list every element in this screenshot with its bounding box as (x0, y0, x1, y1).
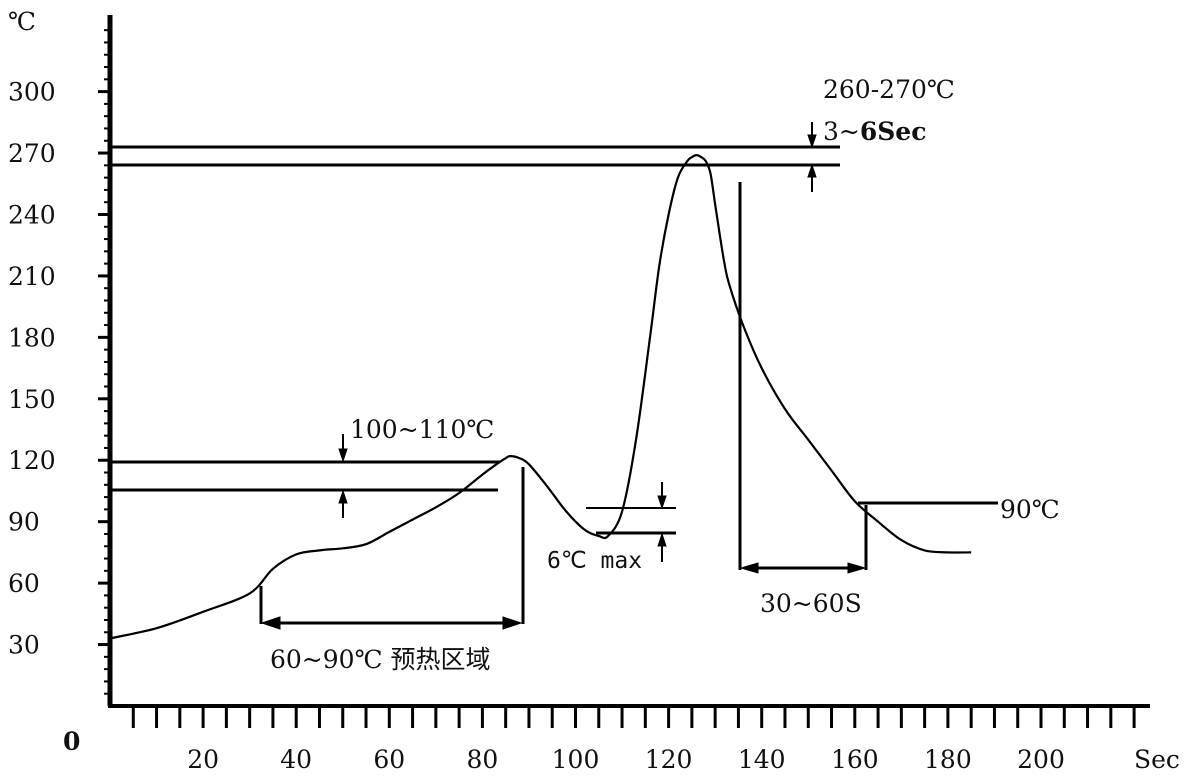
dimension-arrows (260, 122, 867, 630)
x-tick-label: 140 (738, 745, 786, 774)
x-tick-label: 60 (373, 745, 405, 774)
y-minor-ticks (98, 29, 110, 695)
preheat-band-label: 100~110℃ (350, 415, 494, 444)
cooling-temp-label: 90℃ (1000, 495, 1060, 524)
peak-arrowhead-top (807, 134, 817, 149)
dip-label: 6℃ max (547, 548, 642, 574)
y-tick-label: 300 (8, 78, 56, 107)
y-tick-label: 180 (8, 323, 56, 352)
cooling-time-label: 30~60S (760, 589, 862, 618)
x-tick-label: 20 (187, 745, 219, 774)
x-tick-label: 80 (466, 745, 498, 774)
x-tick-label: 180 (924, 745, 972, 774)
x-tick-label: 160 (831, 745, 879, 774)
origin-label: 0 (63, 727, 80, 756)
peak-time-label: 3~6Sec (823, 117, 926, 146)
preheat-zone-label: 60~90℃ 预热区域 (270, 645, 490, 674)
reference-lines (110, 145, 998, 624)
y-tick-label: 210 (8, 262, 56, 291)
y-tick-label: 90 (8, 508, 40, 537)
preheat-arrowhead-left (260, 616, 281, 630)
cooling-arrowhead-left (739, 562, 759, 574)
y-tick-label: 270 (8, 139, 56, 168)
axes: 30 60 90 120 150 180 210 240 270 300 20 40 60 80 100 1… (8, 7, 1180, 774)
x-tick-labels: 20 40 60 80 100 120 140 160 180 200 (187, 745, 1065, 774)
peak-temp-label: 260-270℃ (823, 75, 955, 104)
y-tick-label: 60 (8, 569, 40, 598)
x-tick-label: 100 (552, 745, 600, 774)
y-tick-label: 30 (8, 631, 40, 660)
dip-arrowhead-bottom (657, 532, 667, 547)
y-tick-label: 240 (8, 200, 56, 229)
x-minor-ticks (131, 706, 1136, 728)
y-tick-label: 150 (8, 385, 56, 414)
peak-time-prefix: 3~ (823, 117, 860, 146)
x-tick-label: 200 (1017, 745, 1065, 774)
x-tick-label: 40 (280, 745, 312, 774)
preheat-arrowhead-right (502, 616, 523, 630)
dip-arrowhead-top (657, 495, 667, 510)
annotations: 60~90℃ 预热区域 100~110℃ 6℃ max 260-270℃ 3~6… (270, 75, 1060, 674)
preheat-band-arrowhead-bottom (338, 489, 348, 504)
x-tick-label: 120 (645, 745, 693, 774)
y-tick-labels: 30 60 90 120 150 180 210 240 270 300 (8, 78, 56, 660)
preheat-band-arrowhead-top (338, 448, 348, 463)
temperature-profile-line (109, 153, 972, 640)
y-tick-label: 120 (8, 446, 56, 475)
cooling-arrowhead-right (847, 562, 867, 574)
peak-time-bold: 6Sec (860, 117, 927, 146)
peak-arrowhead-bottom (807, 163, 817, 178)
x-axis-unit-label: Sec (1134, 745, 1180, 774)
y-axis-unit-label: ℃ (8, 7, 36, 36)
